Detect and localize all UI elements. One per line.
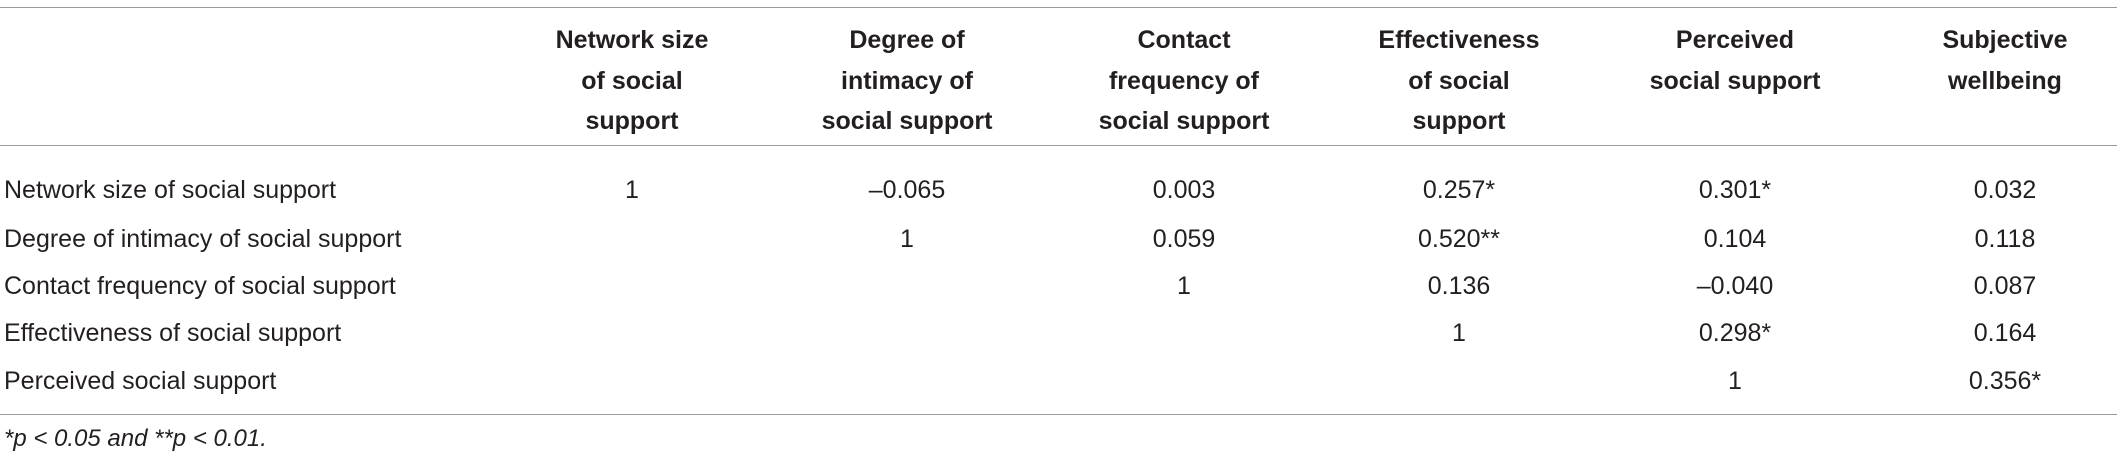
table-cell: 1 [1728, 367, 1742, 395]
footnote: *p < 0.05 and **p < 0.01. [4, 425, 267, 452]
header-line: social support [1098, 107, 1270, 135]
column-header: Contact frequency of social support [1054, 20, 1314, 142]
table-cell: 0.118 [1974, 225, 2036, 253]
table-cell: 1 [900, 225, 914, 253]
table-cell: 0.301* [1698, 176, 1772, 204]
header-line: of social [1408, 66, 1510, 95]
column-header: Effectiveness of social support [1329, 20, 1589, 142]
header-line: intimacy of [841, 66, 973, 95]
table-cell: 0.087 [1973, 272, 2037, 300]
header-line: Perceived [1675, 26, 1795, 54]
table-cell: –0.065 [868, 176, 946, 204]
table-cell: 0.104 [1703, 225, 1767, 253]
header-line: Contact [1137, 26, 1231, 54]
table-cell: 0.356* [1968, 367, 2042, 395]
header-line: of social [581, 66, 683, 95]
header-line: Degree of [849, 26, 965, 54]
table-cell: 0.164 [1973, 319, 2037, 347]
header-line: wellbeing [1948, 66, 2062, 95]
table-cell: 1 [1177, 272, 1191, 300]
header-line: support [585, 107, 679, 135]
header-line: social support [1649, 66, 1821, 95]
table-cell: 0.032 [1973, 176, 2037, 204]
row-label: Contact frequency of social support [4, 272, 396, 300]
row-label: Perceived social support [4, 367, 277, 395]
column-header: Subjective wellbeing [1875, 20, 2117, 101]
table-cell: 0.520** [1417, 225, 1501, 253]
table-cell: 0.059 [1152, 225, 1216, 253]
row-label: Degree of intimacy of social support [4, 225, 402, 253]
table-cell: 1 [625, 176, 639, 204]
column-header: Network size of social support [502, 20, 762, 142]
header-line: support [1412, 107, 1506, 135]
row-label: Effectiveness of social support [4, 319, 342, 347]
column-header: Perceived social support [1605, 20, 1865, 101]
header-line: Subjective [1942, 26, 2068, 54]
table-cell: –0.040 [1696, 272, 1774, 300]
table-cell: 0.298* [1698, 319, 1772, 347]
column-header: Degree of intimacy of social support [777, 20, 1037, 142]
top-rule [0, 7, 2117, 8]
row-label: Network size of social support [4, 176, 337, 204]
bottom-rule [0, 414, 2117, 415]
header-line: social support [821, 107, 993, 135]
table-cell: 0.257* [1422, 176, 1496, 204]
header-line: Effectiveness [1378, 26, 1540, 54]
header-rule [0, 145, 2117, 146]
header-line: frequency of [1108, 66, 1260, 95]
header-line: Network size [555, 26, 709, 54]
table-cell: 1 [1452, 319, 1466, 347]
table-cell: 0.136 [1427, 272, 1491, 300]
table-cell: 0.003 [1152, 176, 1216, 204]
